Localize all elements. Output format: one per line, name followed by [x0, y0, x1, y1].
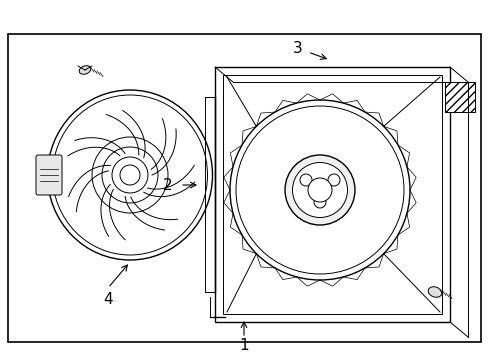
Circle shape — [92, 137, 168, 213]
Text: 1: 1 — [239, 338, 248, 354]
Ellipse shape — [427, 287, 441, 297]
FancyBboxPatch shape — [36, 155, 62, 195]
Ellipse shape — [236, 106, 403, 274]
Circle shape — [102, 147, 158, 203]
Ellipse shape — [292, 162, 347, 217]
Circle shape — [112, 157, 148, 193]
Text: 4: 4 — [103, 292, 113, 307]
Text: 3: 3 — [292, 41, 302, 55]
Bar — [215, 67, 449, 322]
Ellipse shape — [79, 66, 91, 74]
Ellipse shape — [47, 90, 212, 260]
Circle shape — [327, 174, 339, 186]
Bar — [223, 75, 441, 314]
Text: 2: 2 — [163, 177, 172, 193]
Ellipse shape — [52, 95, 207, 255]
Circle shape — [307, 178, 331, 202]
Bar — [8, 34, 480, 342]
Ellipse shape — [229, 100, 409, 280]
Circle shape — [299, 174, 311, 186]
Ellipse shape — [285, 155, 354, 225]
Circle shape — [120, 165, 140, 185]
Bar — [444, 82, 474, 112]
Circle shape — [313, 196, 325, 208]
